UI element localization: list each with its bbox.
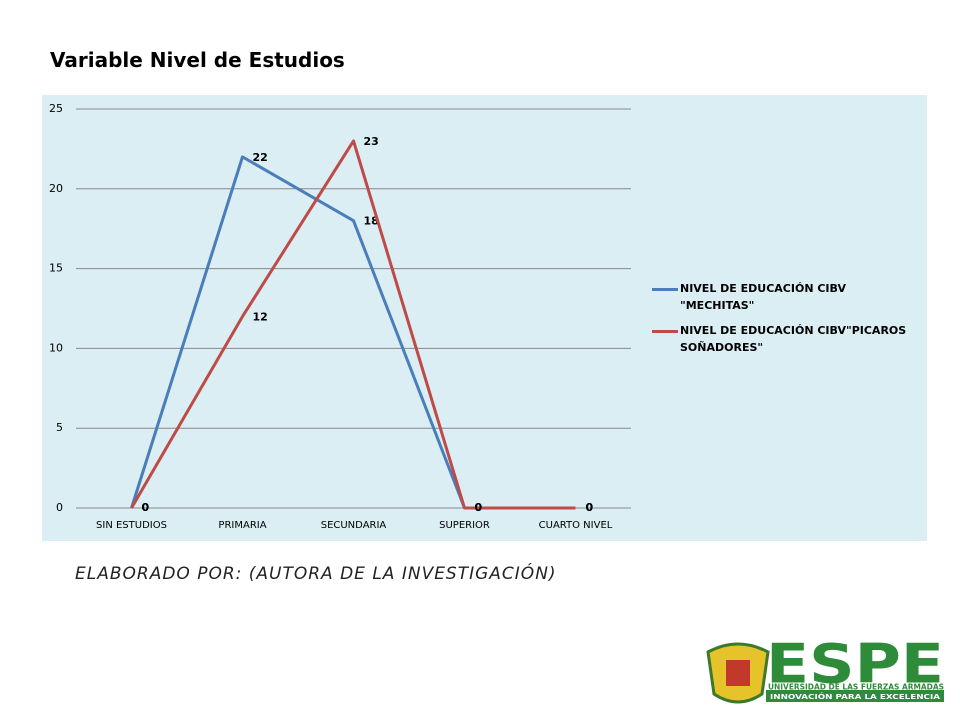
data-label: 23 xyxy=(364,135,379,148)
footer: ELABORADO POR: (AUTORA DE LA INVESTIGACI… xyxy=(75,564,557,584)
data-label: 0 xyxy=(142,501,150,514)
emblem-shield xyxy=(726,660,750,686)
data-label: 0 xyxy=(475,501,483,514)
x-tick-label: PRIMARIA xyxy=(218,520,266,531)
data-label: 22 xyxy=(253,151,268,164)
legend-label: NIVEL DE EDUCACIÓN CIBV"PICAROS SOÑADORE… xyxy=(680,324,907,354)
data-label: 18 xyxy=(364,215,379,228)
data-label: 0 xyxy=(142,501,150,514)
legend-label: NIVEL DE EDUCACIÓN CIBV "MECHITAS" xyxy=(680,282,846,312)
legend-swatch xyxy=(652,288,678,291)
logo: ESPE UNIVERSIDAD DE LAS FUERZAS ARMADAS … xyxy=(706,634,944,704)
logo-line1: UNIVERSIDAD DE LAS FUERZAS ARMADAS xyxy=(768,683,944,692)
logo-line2: INNOVACIÓN PARA LA EXCELENCIA xyxy=(770,692,941,701)
legend-swatch xyxy=(652,330,678,333)
y-tick-label: 0 xyxy=(56,501,63,514)
data-label: 0 xyxy=(586,501,594,514)
chart-area xyxy=(42,95,927,541)
y-tick-label: 15 xyxy=(49,262,63,275)
y-tick-label: 5 xyxy=(56,421,63,434)
series-line xyxy=(130,139,576,510)
y-tick-label: 10 xyxy=(49,341,63,354)
y-tick-label: 25 xyxy=(49,102,63,115)
x-tick-label: SECUNDARIA xyxy=(321,520,387,531)
legend-item: NIVEL DE EDUCACIÓN CIBV "MECHITAS" xyxy=(652,280,922,314)
x-tick-label: SUPERIOR xyxy=(439,520,490,531)
logo-name: ESPE xyxy=(766,634,944,696)
x-tick-label: SIN ESTUDIOS xyxy=(96,520,167,531)
chart-title: Variable Nivel de Estudios xyxy=(50,48,345,72)
data-label: 12 xyxy=(253,310,268,323)
x-tick-label: CUARTO NIVEL xyxy=(539,520,613,531)
data-label: 0 xyxy=(586,501,594,514)
legend-item: NIVEL DE EDUCACIÓN CIBV"PICAROS SOÑADORE… xyxy=(652,322,922,356)
y-tick-label: 20 xyxy=(49,182,63,195)
logo-band xyxy=(766,690,944,702)
